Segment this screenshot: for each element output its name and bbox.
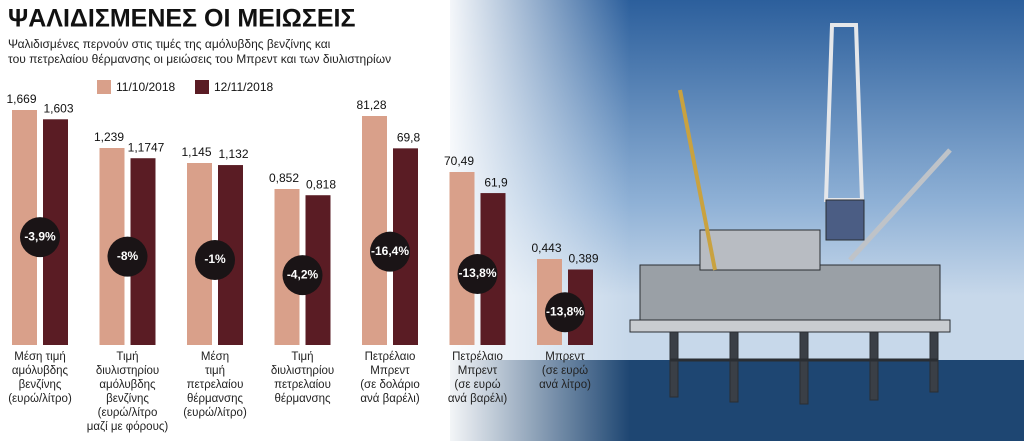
legend-swatch (97, 80, 111, 94)
chart-title: ΨΑΛΙΔΙΣΜΕΝΕΣ ΟΙ ΜΕΙΩΣΕΙΣ (8, 5, 355, 33)
change-badge (370, 231, 410, 272)
category-label: Τιμή διυλιστηρίου πετρελαίου θέρμανσης (270, 351, 335, 405)
change-badge (545, 292, 585, 333)
change-label: -8% (117, 249, 139, 263)
change-badge (457, 254, 498, 295)
value-label: 1,239 (94, 130, 124, 144)
value-label: 69,8 (397, 131, 421, 145)
legend-label: 12/11/2018 (214, 80, 273, 94)
value-label: 0,818 (306, 177, 336, 191)
change-badge (195, 240, 235, 281)
value-label: 81,28 (356, 98, 386, 112)
change-badge (282, 255, 323, 296)
value-label: 1,669 (6, 92, 36, 106)
legend-label: 11/10/2018 (116, 80, 175, 94)
category-label: Τιμή διυλιστηρίου αμόλυβδης βενζίνης (ευ… (86, 351, 169, 433)
change-label: -16,4% (371, 244, 409, 258)
subtitle: Ψαλιδισμένες περνούν στις τιμές της αμόλ… (8, 37, 392, 66)
bar (362, 116, 387, 345)
value-label: 1,603 (43, 101, 73, 115)
legend-swatch (195, 80, 209, 94)
change-label: -3,9% (24, 229, 56, 243)
category-label: Μέση τιμή πετρελαίου θέρμανσης (ευρώ/λίτ… (183, 351, 247, 419)
value-label: 0,389 (568, 252, 598, 266)
change-label: -4,2% (287, 267, 319, 281)
value-label: 1,145 (181, 145, 211, 159)
value-label: 0,443 (531, 241, 561, 255)
category-label: Πετρέλαιο Μπρεντ (σε ευρώ ανά βαρέλι) (447, 351, 508, 405)
category-label: Μέση τιμή αμόλυβδης βενζίνης (ευρώ/λίτρο… (8, 351, 72, 405)
value-label: 1,1747 (128, 140, 165, 154)
category-label: Μπρεντ (σε ευρώ ανά λίτρο) (539, 351, 591, 391)
value-label: 70,49 (444, 154, 474, 168)
value-label: 0,852 (269, 171, 299, 185)
change-badge (20, 217, 60, 258)
change-label: -13,8% (458, 266, 496, 280)
value-label: 1,132 (218, 147, 248, 161)
change-label: -1% (204, 252, 226, 266)
value-label: 61,9 (484, 175, 508, 189)
category-label: Πετρέλαιο Μπρεντ (σε δολάριο ανά βαρέλι) (360, 351, 420, 405)
change-label: -13,8% (546, 304, 584, 318)
change-badge (107, 236, 148, 277)
